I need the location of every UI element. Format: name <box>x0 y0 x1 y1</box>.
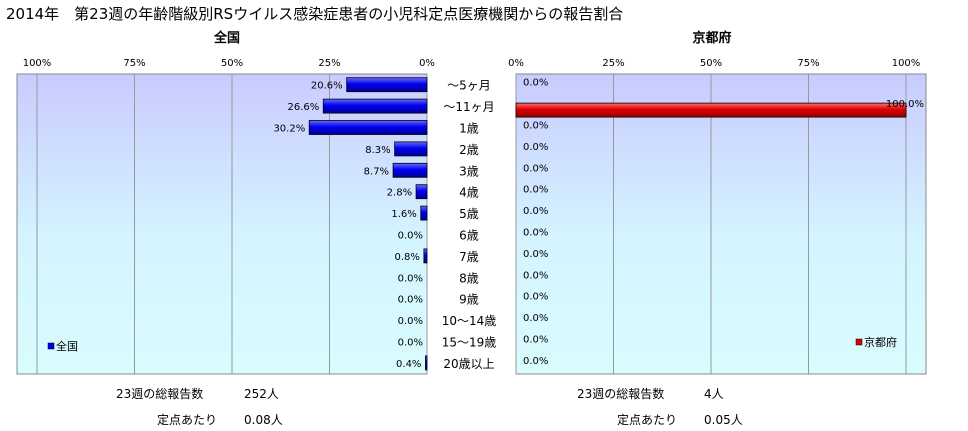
kyoto-data-label: 0.0% <box>523 206 548 217</box>
kyoto-total-label: 23週の総報告数 <box>577 387 665 401</box>
national-data-label: 30.2% <box>273 124 305 135</box>
national-bar <box>322 98 428 114</box>
kyoto-data-label: 0.0% <box>523 292 548 303</box>
national-data-label: 0.0% <box>398 231 423 242</box>
national-bar <box>392 162 428 178</box>
national-data-label: 8.7% <box>364 166 389 177</box>
chart-title: 2014年 第23週の年齢階級別RSウイルス感染症患者の小児科定点医療機関からの… <box>6 5 623 23</box>
national-data-label: 8.3% <box>365 145 390 156</box>
national-legend-swatch <box>47 342 55 350</box>
national-data-label: 0.8% <box>394 252 419 263</box>
age-category-label: 3歳 <box>459 164 479 178</box>
national-bar <box>423 248 428 264</box>
national-plot-area <box>16 73 428 375</box>
age-category-label: 8歳 <box>459 271 479 285</box>
national-data-label: 0.0% <box>398 295 423 306</box>
age-category-label: 7歳 <box>459 250 479 264</box>
national-bar <box>394 141 428 157</box>
national-bar <box>415 184 428 200</box>
age-category-label: 10～14歳 <box>442 314 497 328</box>
age-category-label: 20歳以上 <box>443 357 494 371</box>
kyoto-x-tick-label: 0% <box>508 58 524 69</box>
age-category-label: ～11ヶ月 <box>443 100 494 114</box>
national-total-label: 23週の総報告数 <box>116 387 204 401</box>
kyoto-data-label: 0.0% <box>523 228 548 239</box>
kyoto-data-label: 0.0% <box>523 270 548 281</box>
kyoto-panel-title: 京都府 <box>692 30 731 46</box>
national-x-tick-label: 100% <box>23 58 52 69</box>
kyoto-plot-area <box>515 73 927 375</box>
age-category-label: 15～19歳 <box>442 336 497 350</box>
kyoto-data-label: 0.0% <box>523 142 548 153</box>
national-data-label: 0.0% <box>398 338 423 349</box>
kyoto-data-label: 0.0% <box>523 249 548 260</box>
kyoto-per-value: 0.05人 <box>704 413 743 427</box>
national-per-label: 定点あたり <box>157 413 218 427</box>
kyoto-data-label: 0.0% <box>523 185 548 196</box>
kyoto-data-label: 0.0% <box>523 78 548 89</box>
age-category-label: 4歳 <box>459 186 479 200</box>
kyoto-legend-swatch <box>855 338 863 346</box>
national-per-value: 0.08人 <box>244 413 283 427</box>
kyoto-legend-label: 京都府 <box>864 335 897 349</box>
national-panel-title: 全国 <box>213 30 240 46</box>
age-category-label: 5歳 <box>459 207 479 221</box>
age-category-label: 6歳 <box>459 229 479 243</box>
national-data-label: 1.6% <box>391 209 416 220</box>
kyoto-x-tick-label: 75% <box>797 58 819 69</box>
national-x-tick-label: 50% <box>221 58 243 69</box>
kyoto-x-tick-label: 100% <box>892 58 921 69</box>
national-bar <box>346 77 428 93</box>
national-data-label: 26.6% <box>287 102 319 113</box>
kyoto-data-label: 100.0% <box>886 99 924 110</box>
national-data-label: 2.8% <box>387 188 412 199</box>
age-category-label: ～5ヶ月 <box>447 79 491 93</box>
national-bar <box>308 120 428 135</box>
kyoto-bar <box>515 102 907 118</box>
national-data-label: 0.0% <box>398 273 423 284</box>
national-x-tick-label: 75% <box>123 58 145 69</box>
kyoto-x-tick-label: 50% <box>700 58 722 69</box>
kyoto-data-label: 0.0% <box>523 163 548 174</box>
national-total-value: 252人 <box>244 387 279 401</box>
kyoto-data-label: 0.0% <box>523 121 548 132</box>
kyoto-data-label: 0.0% <box>523 335 548 346</box>
national-x-tick-label: 0% <box>419 58 435 69</box>
national-data-label: 0.4% <box>396 359 421 370</box>
national-bar <box>425 355 428 371</box>
age-category-label: 1歳 <box>459 122 479 136</box>
national-legend-label: 全国 <box>56 339 78 353</box>
national-data-label: 20.6% <box>311 81 343 92</box>
kyoto-total-value: 4人 <box>704 387 724 401</box>
kyoto-data-label: 0.0% <box>523 356 548 367</box>
kyoto-x-tick-label: 25% <box>602 58 624 69</box>
kyoto-data-label: 0.0% <box>523 313 548 324</box>
national-data-label: 0.0% <box>398 316 423 327</box>
national-x-tick-label: 25% <box>318 58 340 69</box>
national-bar <box>420 205 428 221</box>
kyoto-per-label: 定点あたり <box>617 413 678 427</box>
age-category-label: 9歳 <box>459 293 479 307</box>
age-category-label: 2歳 <box>459 143 479 157</box>
